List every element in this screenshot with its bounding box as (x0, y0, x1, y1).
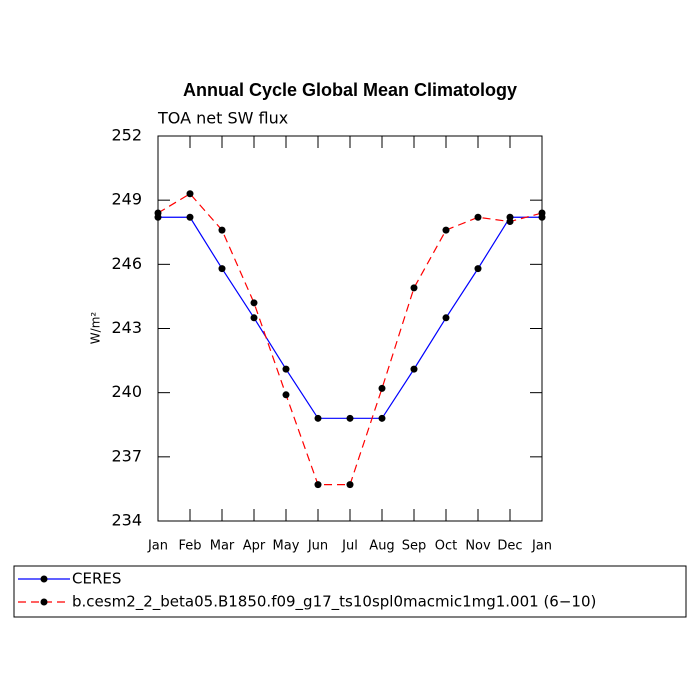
legend-label: CERES (72, 570, 121, 588)
series-line (157, 192, 543, 486)
data-point (346, 414, 354, 422)
y-tick-label: 243 (111, 318, 142, 337)
x-tick-label: Jan (147, 539, 168, 554)
data-point (250, 314, 258, 322)
data-point (474, 213, 482, 221)
legend-marker (40, 598, 48, 606)
y-tick-label: 237 (111, 446, 142, 465)
x-tick-label: Oct (435, 539, 457, 554)
y-tick-label: 240 (111, 382, 142, 401)
x-tick-label: Aug (369, 539, 394, 554)
data-point (314, 414, 322, 422)
y-tick-label: 246 (111, 254, 142, 273)
x-tick-label: Dec (497, 539, 522, 554)
data-point (538, 209, 546, 217)
data-point (346, 481, 354, 489)
data-point (506, 218, 514, 226)
data-point (378, 414, 386, 422)
data-point (378, 384, 386, 392)
data-point (186, 213, 194, 221)
data-point (474, 265, 482, 273)
x-tick-label: Jan (531, 539, 552, 554)
data-point (282, 391, 290, 399)
series-line (158, 216, 542, 419)
chart-title: Annual Cycle Global Mean Climatology (183, 80, 517, 100)
x-tick-label: Sep (402, 539, 427, 554)
x-tick-label: Jun (307, 539, 328, 554)
data-point (314, 481, 322, 489)
legend-marker (40, 575, 48, 583)
data-point (410, 365, 418, 373)
data-point (410, 284, 418, 292)
plot-frame (157, 135, 543, 522)
y-axis-label: W/m² (89, 312, 103, 345)
x-tick-label: Jul (341, 539, 358, 554)
legend-label: b.cesm2_2_beta05.B1850.f09_g17_ts10spl0m… (72, 593, 596, 612)
data-point (186, 190, 194, 198)
x-tick-label: Apr (243, 539, 266, 554)
data-point (442, 314, 450, 322)
data-point (250, 299, 258, 307)
y-tick-label: 234 (111, 511, 142, 530)
data-point (218, 226, 226, 234)
y-tick-label: 252 (111, 126, 142, 145)
chart-subtitle: TOA net SW flux (157, 109, 288, 128)
x-tick-label: Mar (210, 539, 235, 554)
y-tick-label: 249 (111, 190, 142, 209)
data-point (282, 365, 290, 373)
x-tick-label: May (273, 539, 300, 554)
x-tick-label: Nov (465, 539, 491, 554)
legend-box (13, 565, 687, 618)
x-tick-label: Feb (178, 539, 201, 554)
data-point (442, 226, 450, 234)
data-point (154, 209, 162, 217)
data-point (218, 265, 226, 273)
